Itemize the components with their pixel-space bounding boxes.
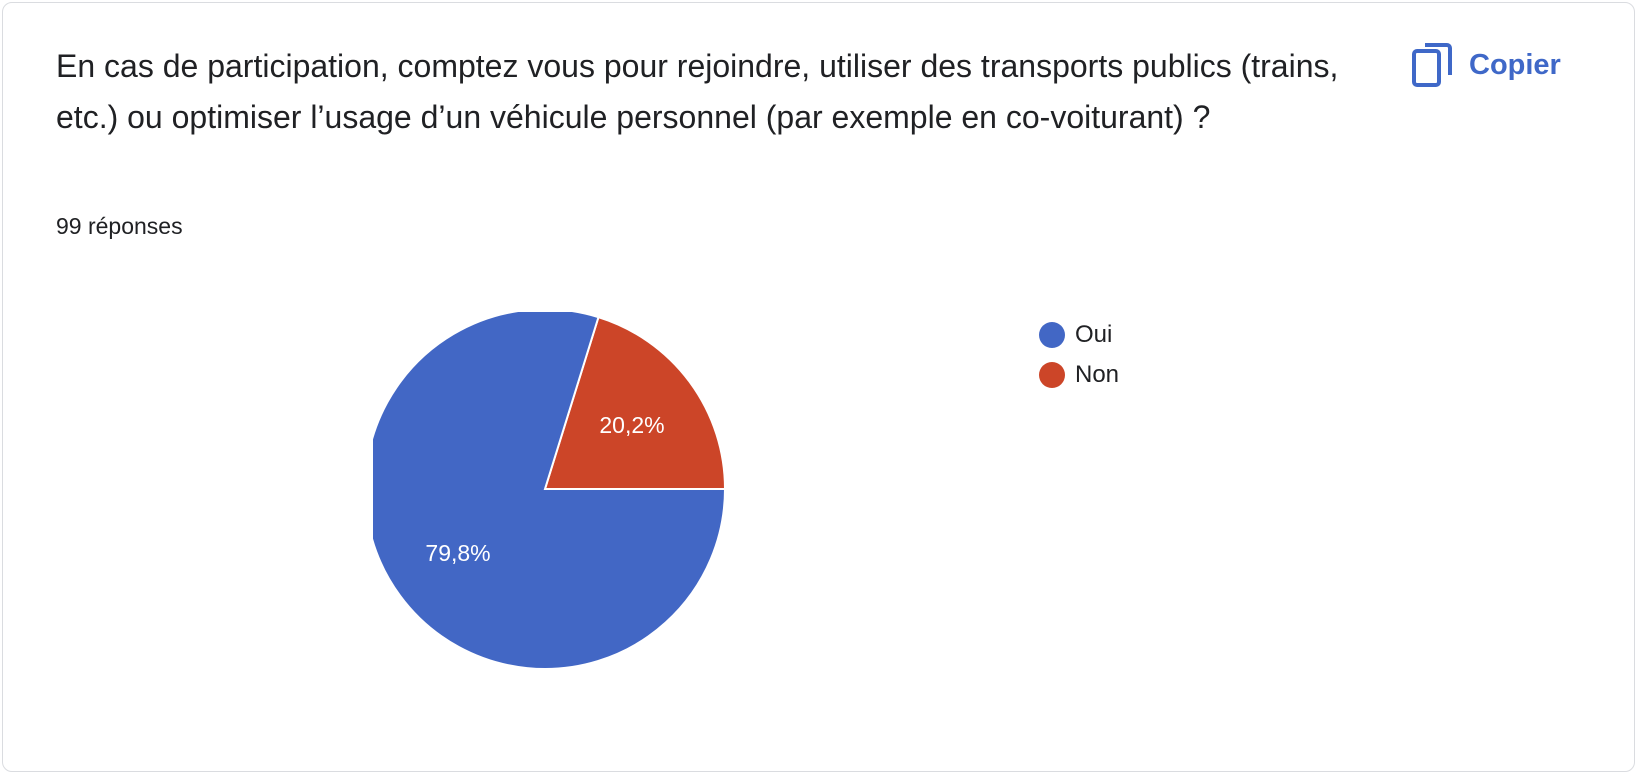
copy-button[interactable]: Copier bbox=[1411, 39, 1561, 91]
legend-item-oui[interactable]: Oui bbox=[1039, 315, 1119, 355]
legend-swatch bbox=[1039, 322, 1065, 348]
slice-label-non: 20,2% bbox=[599, 412, 664, 438]
legend-label: Non bbox=[1075, 361, 1120, 388]
legend-item-non[interactable]: Non bbox=[1039, 355, 1119, 395]
copy-label: Copier bbox=[1469, 48, 1561, 81]
legend-label: Oui bbox=[1075, 321, 1113, 348]
pie-slice-non[interactable] bbox=[543, 315, 727, 490]
chart-legend: Oui Non bbox=[1039, 315, 1119, 395]
response-count: 99 réponses bbox=[56, 213, 183, 239]
copy-icon bbox=[1412, 43, 1452, 87]
pie-chart: 20,2% 79,8% bbox=[373, 312, 727, 670]
slice-label-oui: 79,8% bbox=[425, 540, 490, 566]
question-title: En cas de participation, comptez vous po… bbox=[56, 48, 1339, 135]
pie-slice-oui[interactable] bbox=[373, 312, 727, 670]
legend-swatch bbox=[1039, 362, 1065, 388]
